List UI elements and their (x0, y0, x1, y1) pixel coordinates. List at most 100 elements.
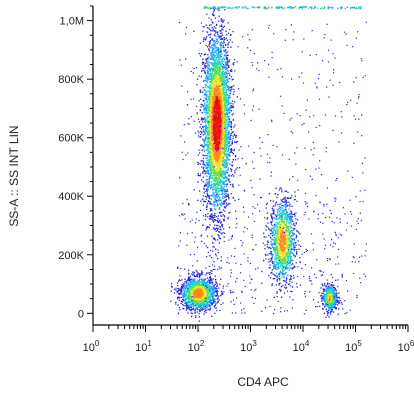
density-dot (222, 106, 224, 108)
density-dot (211, 14, 214, 16)
density-dot (217, 174, 219, 176)
density-dot (206, 67, 208, 69)
density-dot (210, 46, 213, 48)
density-dot (200, 272, 203, 274)
density-dot (214, 268, 216, 271)
density-dot (207, 97, 209, 99)
density-dot (212, 122, 214, 124)
density-dot (220, 184, 222, 187)
density-dot (207, 57, 209, 59)
density-dot (215, 75, 218, 77)
density-dot (213, 8, 215, 10)
density-dot (215, 27, 217, 29)
density-dot (217, 80, 219, 82)
density-dot (212, 172, 214, 174)
density-dot (219, 101, 222, 103)
density-dot (228, 102, 230, 104)
density-dot (219, 140, 221, 142)
density-dot (220, 133, 223, 135)
density-dot (209, 133, 211, 135)
density-dot (219, 162, 221, 164)
density-dot (221, 28, 223, 30)
density-dot (226, 92, 228, 94)
density-dot (235, 141, 237, 143)
density-dot (224, 77, 227, 79)
density-dot (217, 47, 219, 49)
density-dot (232, 106, 234, 109)
density-dot (218, 131, 220, 133)
density-dot (221, 104, 224, 106)
density-dot (207, 121, 209, 123)
density-dot (216, 65, 218, 67)
density-dot (221, 172, 223, 174)
density-dot (221, 100, 223, 102)
density-dot (221, 153, 223, 155)
density-dot (218, 35, 220, 37)
density-dot (205, 127, 207, 129)
density-dot (219, 56, 221, 58)
density-dot (173, 292, 176, 294)
density-dot (225, 104, 227, 106)
density-dot (215, 149, 217, 151)
density-dot (232, 131, 235, 133)
density-dot (233, 149, 235, 152)
density-dot (220, 64, 222, 66)
density-dot (227, 167, 230, 169)
density-dot (215, 197, 217, 199)
density-dot (218, 126, 221, 128)
density-dot (232, 197, 234, 199)
density-dot (220, 161, 222, 163)
density-dot (208, 81, 211, 83)
density-dot (208, 151, 210, 153)
density-dot (191, 280, 194, 282)
density-dot (213, 196, 215, 198)
density-dot (211, 146, 214, 148)
density-dot (220, 88, 222, 91)
density-dot (200, 98, 202, 100)
density-dot (212, 54, 214, 56)
density-dot (203, 118, 205, 121)
density-dot (219, 180, 221, 182)
density-dot (217, 62, 219, 64)
density-dot (230, 126, 233, 128)
density-dot (224, 117, 226, 119)
density-dot (196, 161, 199, 164)
density-dot (219, 74, 221, 77)
density-dot (211, 38, 213, 40)
density-dot (217, 117, 219, 120)
density-dot (215, 168, 217, 170)
density-dot (220, 205, 222, 207)
density-dot (210, 184, 212, 186)
density-dot (207, 131, 209, 133)
density-dot (199, 163, 202, 165)
density-dot (228, 72, 230, 74)
density-dot (212, 56, 214, 58)
density-dot (229, 109, 231, 111)
density-dot (192, 285, 194, 287)
density-dot (211, 90, 213, 92)
density-dot (219, 199, 221, 201)
density-dot (225, 138, 227, 140)
density-dot (205, 65, 207, 67)
density-dot (225, 202, 227, 204)
density-dot (215, 64, 218, 66)
density-dot (212, 169, 214, 171)
density-dot (220, 278, 222, 280)
density-dot (209, 77, 212, 79)
density-dot (208, 166, 210, 169)
density-dot (212, 153, 214, 155)
density-dot (208, 178, 210, 180)
density-dot (212, 155, 214, 157)
density-dot (205, 126, 207, 128)
density-dot (228, 154, 230, 156)
density-dot (212, 28, 214, 30)
density-dot (219, 127, 221, 130)
density-dot (215, 70, 217, 72)
density-dot (210, 99, 212, 101)
density-dot (208, 27, 210, 29)
density-dot (219, 126, 222, 128)
density-dot (224, 188, 226, 190)
density-dot (216, 109, 219, 111)
density-dot (228, 112, 230, 114)
density-dot (208, 75, 211, 77)
